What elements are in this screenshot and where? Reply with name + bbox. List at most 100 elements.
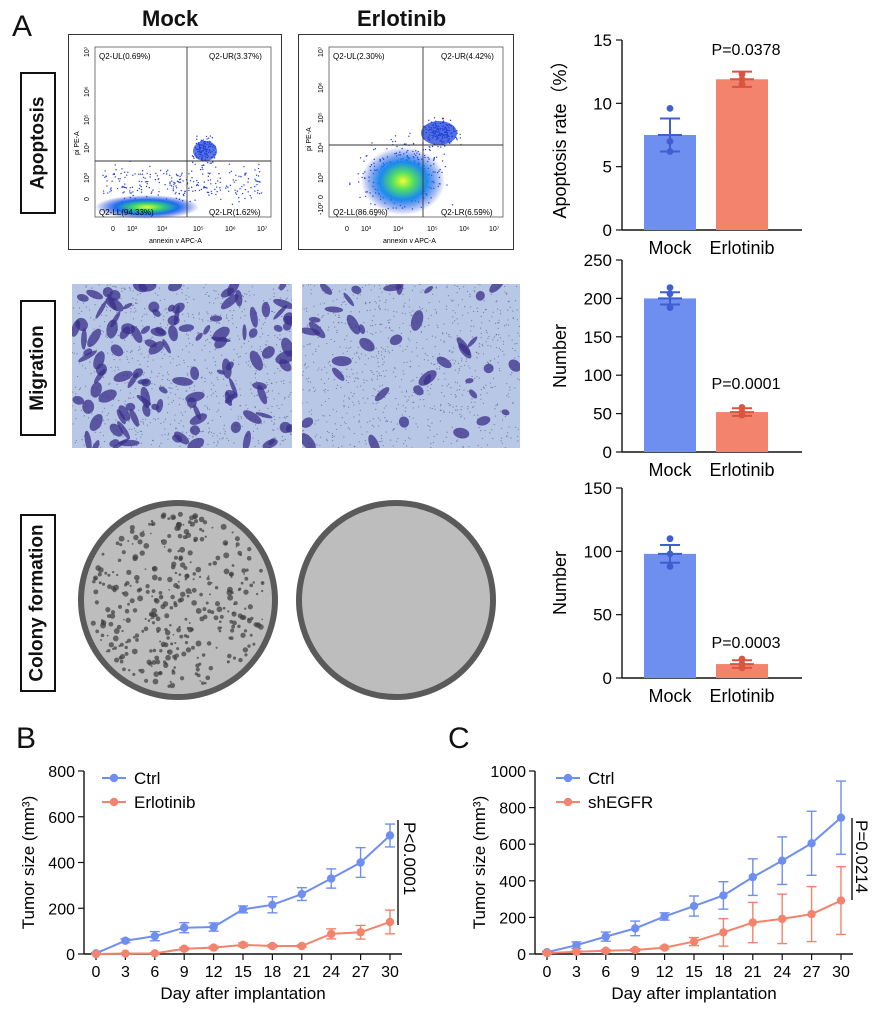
pore-dot: [183, 359, 185, 361]
flow-event-dot: [113, 173, 116, 176]
flow-event-dot: [374, 148, 377, 150]
pore-dot: [497, 322, 499, 324]
pore-dot: [94, 431, 96, 433]
pore-dot: [359, 294, 361, 296]
flow-event-dot: [208, 173, 211, 175]
pore-dot: [279, 443, 281, 445]
pore-dot: [405, 391, 408, 393]
pore-dot: [373, 387, 375, 390]
pore-dot: [438, 368, 441, 370]
pore-dot: [474, 370, 476, 372]
flow-event-dot: [207, 179, 209, 182]
pore-dot: [324, 292, 326, 294]
pore-dot: [213, 384, 215, 386]
data-point: [601, 932, 610, 941]
pore-dot: [356, 351, 358, 353]
flow-event-dot: [254, 169, 256, 171]
pore-dot: [346, 379, 348, 382]
colony-spot: [94, 600, 100, 605]
pore-dot: [381, 358, 384, 360]
colony-spot: [161, 644, 164, 648]
pore-dot: [315, 348, 317, 350]
colony-spot: [179, 562, 186, 568]
pore-dot: [478, 345, 481, 348]
colony-spot: [104, 571, 108, 575]
pore-dot: [333, 435, 335, 437]
pore-dot: [267, 334, 269, 337]
pore-dot: [259, 348, 261, 350]
colony-spot: [190, 645, 195, 650]
pore-dot: [317, 337, 319, 339]
pore-dot: [436, 324, 438, 327]
flow-event-dot: [179, 178, 182, 180]
pore-dot: [212, 357, 214, 359]
flow-event-dot: [206, 191, 209, 194]
pore-dot: [507, 393, 509, 395]
flow-event-dot: [244, 172, 246, 175]
pore-dot: [78, 307, 81, 309]
pore-dot: [73, 342, 75, 344]
pore-dot: [207, 432, 210, 434]
pore-dot: [214, 314, 216, 316]
flow-event-dot: [258, 192, 261, 195]
pore-dot: [382, 411, 384, 413]
flow-event-dot: [394, 140, 397, 143]
colony-spot: [222, 540, 229, 546]
pore-dot: [398, 327, 401, 329]
data-point: [748, 872, 757, 882]
pore-dot: [174, 427, 177, 429]
colony-spot: [112, 571, 115, 574]
pore-dot: [279, 370, 281, 372]
pore-dot: [447, 402, 450, 405]
pore-dot: [226, 384, 228, 386]
pore-dot: [257, 440, 259, 442]
pore-dot: [150, 409, 152, 411]
pore-dot: [508, 335, 510, 337]
y-tick-label: 5: [603, 158, 612, 177]
flow-density-cluster: [95, 195, 199, 219]
pore-dot: [379, 307, 381, 310]
colony-spot: [240, 581, 244, 585]
pore-dot: [125, 312, 127, 314]
pore-dot: [482, 311, 485, 314]
pore-dot: [406, 400, 408, 403]
pore-dot: [508, 324, 510, 326]
migration-image-mock-svg: [72, 284, 292, 448]
pore-dot: [427, 390, 429, 392]
pore-dot: [169, 387, 171, 389]
pore-dot: [432, 356, 434, 358]
pore-dot: [219, 432, 221, 434]
pore-dot: [470, 401, 473, 403]
pore-dot: [506, 293, 508, 295]
y-tick-label: 0: [603, 669, 612, 688]
pore-dot: [336, 331, 338, 334]
pore-dot: [339, 346, 341, 348]
colony-spot: [230, 575, 233, 579]
pore-dot: [367, 397, 369, 400]
y-tick: 0: [318, 195, 325, 199]
pore-dot: [172, 399, 175, 402]
pore-dot: [336, 298, 338, 300]
pore-dot: [281, 315, 283, 318]
pore-dot: [485, 384, 487, 386]
pore-dot: [244, 293, 246, 295]
flow-event-dot: [172, 186, 175, 188]
pore-dot: [499, 349, 502, 351]
colony-spot: [177, 580, 180, 583]
x-tick-label: 18: [715, 964, 733, 981]
pore-dot: [452, 299, 454, 301]
pore-dot: [305, 367, 307, 369]
colony-spot: [191, 587, 197, 593]
pore-dot: [224, 430, 226, 432]
pore-dot: [492, 311, 494, 313]
pore-dot: [185, 390, 187, 392]
pore-dot: [243, 308, 245, 310]
pore-dot: [187, 338, 190, 340]
colony-spot: [186, 594, 190, 598]
pore-dot: [327, 378, 330, 380]
p-value-annotation: P=0.0214: [852, 820, 871, 893]
pore-dot: [431, 335, 433, 337]
pore-dot: [308, 343, 310, 345]
pore-dot: [456, 292, 458, 294]
